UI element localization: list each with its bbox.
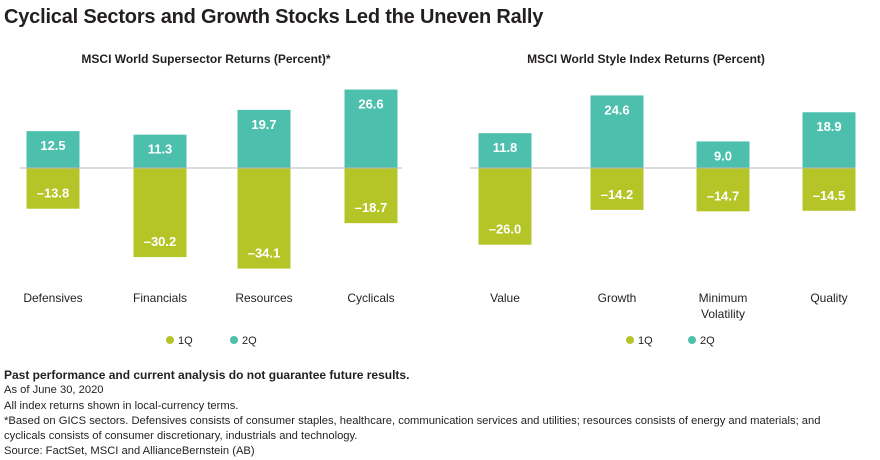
bar-label-1q: –26.0 bbox=[489, 222, 522, 237]
bar-label-2q: 12.5 bbox=[40, 138, 65, 153]
category-label: Financials bbox=[133, 291, 187, 305]
bar-label-1q: –13.8 bbox=[37, 186, 70, 201]
legend-swatch-1q bbox=[166, 336, 174, 344]
bar-1q bbox=[696, 168, 750, 212]
bar-2q bbox=[590, 95, 644, 168]
footnotes: Past performance and current analysis do… bbox=[4, 368, 820, 460]
page-title: Cyclical Sectors and Growth Stocks Led t… bbox=[4, 6, 544, 28]
disclaimer-text: Past performance and current analysis do… bbox=[4, 368, 410, 382]
category-label: Cyclicals bbox=[347, 291, 394, 305]
as-of-text: As of June 30, 2020 bbox=[4, 384, 104, 397]
bar-label-2q: 18.9 bbox=[816, 119, 841, 134]
category-label: Defensives bbox=[23, 291, 82, 305]
bar-2q bbox=[237, 109, 291, 168]
category-label: Resources bbox=[235, 291, 292, 305]
bar-label-1q: –14.7 bbox=[707, 188, 740, 203]
bar-label-2q: 11.3 bbox=[148, 142, 173, 157]
bar-label-2q: 24.6 bbox=[604, 102, 629, 117]
chart-title: MSCI World Style Index Returns (Percent) bbox=[527, 52, 765, 66]
bar-1q bbox=[26, 168, 80, 209]
bar-label-2q: 11.8 bbox=[493, 140, 518, 155]
currency-note: All index returns shown in local-currenc… bbox=[4, 399, 239, 412]
legend-label-1q: 1Q bbox=[638, 335, 653, 347]
bar-label-1q: –18.7 bbox=[355, 200, 388, 215]
bar-1q bbox=[344, 168, 398, 224]
category-label: Value bbox=[490, 291, 520, 305]
bar-label-1q: –34.1 bbox=[248, 246, 281, 261]
legend-swatch-2q bbox=[688, 336, 696, 344]
bar-label-2q: 26.6 bbox=[358, 97, 383, 112]
category-label: Quality bbox=[810, 291, 847, 305]
bar-1q bbox=[590, 168, 644, 210]
bar-1q bbox=[237, 168, 291, 269]
bar-label-1q: –14.5 bbox=[813, 188, 846, 203]
bar-2q bbox=[344, 89, 398, 168]
charts-svg: MSCI World Supersector Returns (Percent)… bbox=[20, 52, 856, 347]
legend-swatch-2q bbox=[230, 336, 238, 344]
bar-2q bbox=[696, 141, 750, 168]
bar-2q bbox=[26, 131, 80, 168]
bar-2q bbox=[133, 134, 187, 168]
bar-1q bbox=[478, 168, 532, 245]
chart-title: MSCI World Supersector Returns (Percent)… bbox=[81, 52, 330, 66]
legend-label-1q: 1Q bbox=[178, 335, 193, 347]
legend-label-2q: 2Q bbox=[242, 335, 257, 347]
bar-1q bbox=[133, 168, 187, 258]
bar-label-2q: 19.7 bbox=[251, 117, 276, 132]
gics-note: *Based on GICS sectors. Defensives consi… bbox=[4, 414, 821, 427]
bar-label-2q: 9.0 bbox=[714, 148, 732, 163]
source-note: Source: FactSet, MSCI and AllianceBernst… bbox=[4, 445, 255, 458]
legend-label-2q: 2Q bbox=[700, 335, 715, 347]
bar-2q bbox=[478, 133, 532, 168]
gics-note-continued: cyclicals consists of consumer discretio… bbox=[4, 430, 358, 443]
category-label: Minimum bbox=[699, 291, 748, 305]
legend-swatch-1q bbox=[626, 336, 634, 344]
bar-label-1q: –14.2 bbox=[601, 187, 634, 202]
category-label-line2: Volatility bbox=[701, 307, 745, 321]
bar-label-1q: –30.2 bbox=[144, 234, 177, 249]
bar-1q bbox=[802, 168, 856, 211]
bar-2q bbox=[802, 112, 856, 168]
category-label: Growth bbox=[598, 291, 637, 305]
